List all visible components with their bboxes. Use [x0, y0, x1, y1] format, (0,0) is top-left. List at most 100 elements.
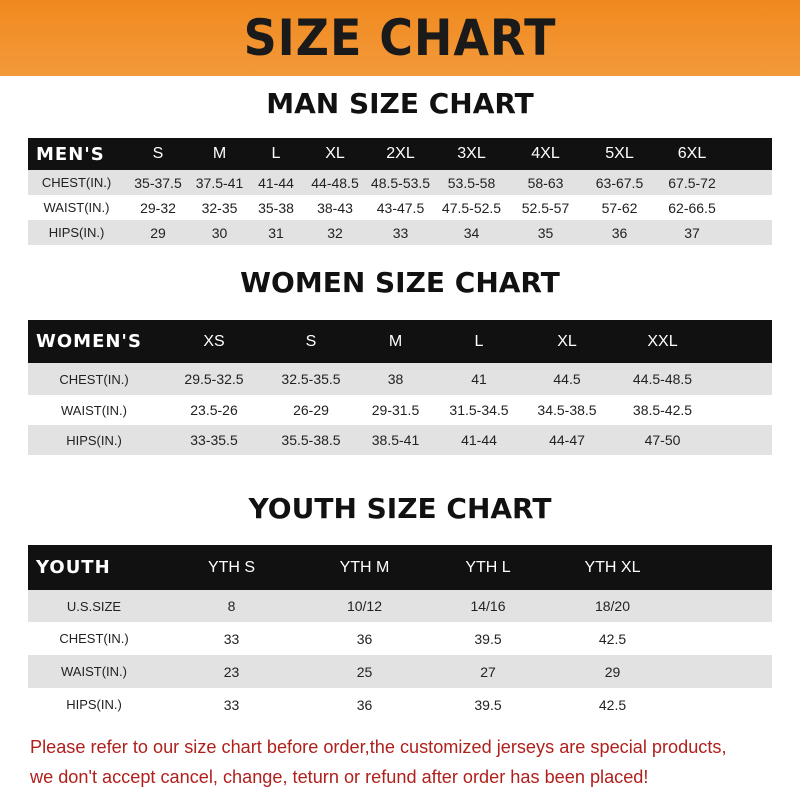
table-row: WAIST(IN.) 23 25 27 29: [28, 655, 772, 688]
table-row: WAIST(IN.) 29-32 32-35 35-38 38-43 43-47.5 47.…: [28, 195, 772, 220]
table-row: HIPS(IN.) 29 30 31 32 33 34 35 36 37: [28, 220, 772, 245]
measurement-cell: 33-35.5: [190, 432, 238, 448]
size-header: L: [474, 332, 484, 350]
measurement-cell: 42.5: [598, 696, 627, 713]
measurement-cell: 31: [268, 224, 284, 241]
women-size-table: WOMEN'S XS S M L XL XXL CHEST(IN.) 29.5-32.5 32.5…: [28, 320, 772, 455]
measurement-cell: 27: [480, 663, 496, 680]
table-header-row: YOUTH YTH S YTH M YTH L YTH XL: [28, 545, 772, 590]
size-header: XL: [557, 332, 577, 350]
measurement-cell: 53.5-58: [447, 174, 496, 191]
measurement-cell: 43-47.5: [376, 199, 425, 216]
table-row: WAIST(IN.) 23.5-26 26-29 29-31.5 31.5-34.5 34…: [28, 395, 772, 425]
table-header-row: WOMEN'S XS S M L XL XXL: [28, 320, 772, 363]
row-label: U.S.SIZE: [66, 598, 122, 614]
measurement-cell: 14/16: [470, 598, 506, 614]
measurement-cell: 44-47: [549, 432, 585, 448]
size-header: 3XL: [457, 145, 486, 162]
measurement-cell: 32: [327, 224, 343, 241]
measurement-cell: 35-38: [258, 199, 294, 216]
banner: SIZE CHART: [0, 0, 800, 76]
measurement-cell: 26-29: [293, 402, 329, 418]
measurement-cell: 37: [684, 224, 700, 241]
size-header: YTH L: [465, 558, 511, 576]
measurement-cell: 30: [211, 224, 228, 241]
measurement-cell: 41-44: [258, 174, 294, 191]
measurement-cell: 33: [223, 696, 240, 713]
measurement-cell: 39.5: [474, 696, 502, 713]
size-header: YTH S: [207, 558, 256, 576]
measurement-cell: 32-35: [201, 199, 238, 216]
measurement-cell: 10/12: [346, 598, 383, 614]
table-row: CHEST(IN.) 35-37.5 37.5-41 41-44 44-48.5 48.5…: [28, 170, 772, 195]
measurement-cell: 38.5-41: [371, 432, 420, 448]
measurement-cell: 8: [227, 598, 236, 614]
measurement-cell: 34: [463, 224, 480, 241]
measurement-cell: 44.5: [553, 371, 581, 387]
banner-title: SIZE CHART: [243, 9, 557, 67]
men-chart-title: MAN SIZE CHART: [266, 87, 534, 120]
notice-line-1: Please refer to our size chart before or…: [30, 736, 727, 757]
measurement-cell: 23.5-26: [190, 402, 238, 418]
size-header: M: [212, 145, 227, 162]
row-label: CHEST(IN.): [59, 631, 129, 646]
measurement-cell: 63-67.5: [595, 174, 644, 191]
measurement-cell: 62-66.5: [668, 199, 716, 216]
men-size-table: MEN'S S M L XL 2XL 3XL 4XL 5XL 6XL CHEST(IN.) 35-37…: [28, 138, 772, 245]
size-header: XL: [325, 145, 345, 162]
row-label: CHEST(IN.): [41, 175, 112, 190]
measurement-cell: 36: [356, 696, 373, 713]
notice-line-2: we don't accept cancel, change, teturn o…: [30, 766, 649, 787]
measurement-cell: 39.5: [474, 630, 502, 647]
size-header: XS: [203, 332, 225, 350]
measurement-cell: 48.5-53.5: [370, 174, 431, 191]
row-label: WAIST(IN.): [43, 200, 110, 215]
row-label: CHEST(IN.): [59, 371, 129, 387]
size-header: YTH M: [339, 558, 390, 576]
measurement-cell: 29-31.5: [371, 402, 420, 418]
measurement-cell: 42.5: [598, 630, 627, 647]
measurement-cell: 36: [356, 630, 373, 647]
measurement-cell: 35: [537, 224, 554, 241]
measurement-cell: 47-50: [644, 432, 681, 448]
row-label: HIPS(IN.): [48, 225, 105, 240]
measurement-cell: 18/20: [594, 598, 631, 614]
table-header-label: WOMEN'S: [36, 331, 142, 352]
measurement-cell: 38: [387, 371, 404, 387]
measurement-cell: 67.5-72: [668, 174, 716, 191]
measurement-cell: 29: [150, 224, 166, 241]
measurement-cell: 41-44: [461, 432, 497, 448]
size-header: S: [152, 145, 164, 162]
table-row: CHEST(IN.) 29.5-32.5 32.5-35.5 38 41 44.5 44.5…: [28, 363, 772, 395]
measurement-cell: 34.5-38.5: [537, 402, 597, 418]
measurement-cell: 25: [356, 663, 373, 680]
size-header: L: [271, 145, 281, 162]
table-row: HIPS(IN.) 33-35.5 35.5-38.5 38.5-41 41-44 44-…: [28, 425, 772, 455]
measurement-cell: 33: [392, 224, 409, 241]
measurement-cell: 41: [471, 371, 487, 387]
measurement-cell: 29.5-32.5: [184, 371, 244, 387]
table-header-row: MEN'S S M L XL 2XL 3XL 4XL 5XL 6XL: [28, 138, 772, 170]
table-header-label: MEN'S: [36, 143, 105, 165]
size-header: XXL: [647, 332, 678, 350]
measurement-cell: 33: [223, 630, 240, 647]
table-row: HIPS(IN.) 33 36 39.5 42.5: [28, 688, 772, 721]
size-header: YTH XL: [584, 558, 641, 576]
measurement-cell: 52.5-57: [521, 199, 570, 216]
measurement-cell: 47.5-52.5: [441, 199, 502, 216]
table-row: CHEST(IN.) 33 36 39.5 42.5: [28, 622, 772, 655]
size-header: 2XL: [386, 145, 415, 162]
measurement-cell: 38-43: [317, 199, 353, 216]
measurement-cell: 35-37.5: [134, 174, 182, 191]
measurement-cell: 36: [611, 224, 628, 241]
row-label: WAIST(IN.): [61, 402, 127, 418]
measurement-cell: 29-32: [140, 199, 176, 216]
youth-size-table: YOUTH YTH S YTH M YTH L YTH XL U.S.SIZE 8 10/12…: [28, 545, 772, 721]
size-header: 4XL: [531, 145, 560, 162]
size-header: S: [305, 332, 317, 350]
row-label: HIPS(IN.): [66, 697, 122, 712]
measurement-cell: 35.5-38.5: [281, 432, 341, 448]
measurement-cell: 57-62: [601, 199, 638, 216]
size-header: M: [388, 332, 403, 350]
measurement-cell: 44-48.5: [311, 174, 359, 191]
